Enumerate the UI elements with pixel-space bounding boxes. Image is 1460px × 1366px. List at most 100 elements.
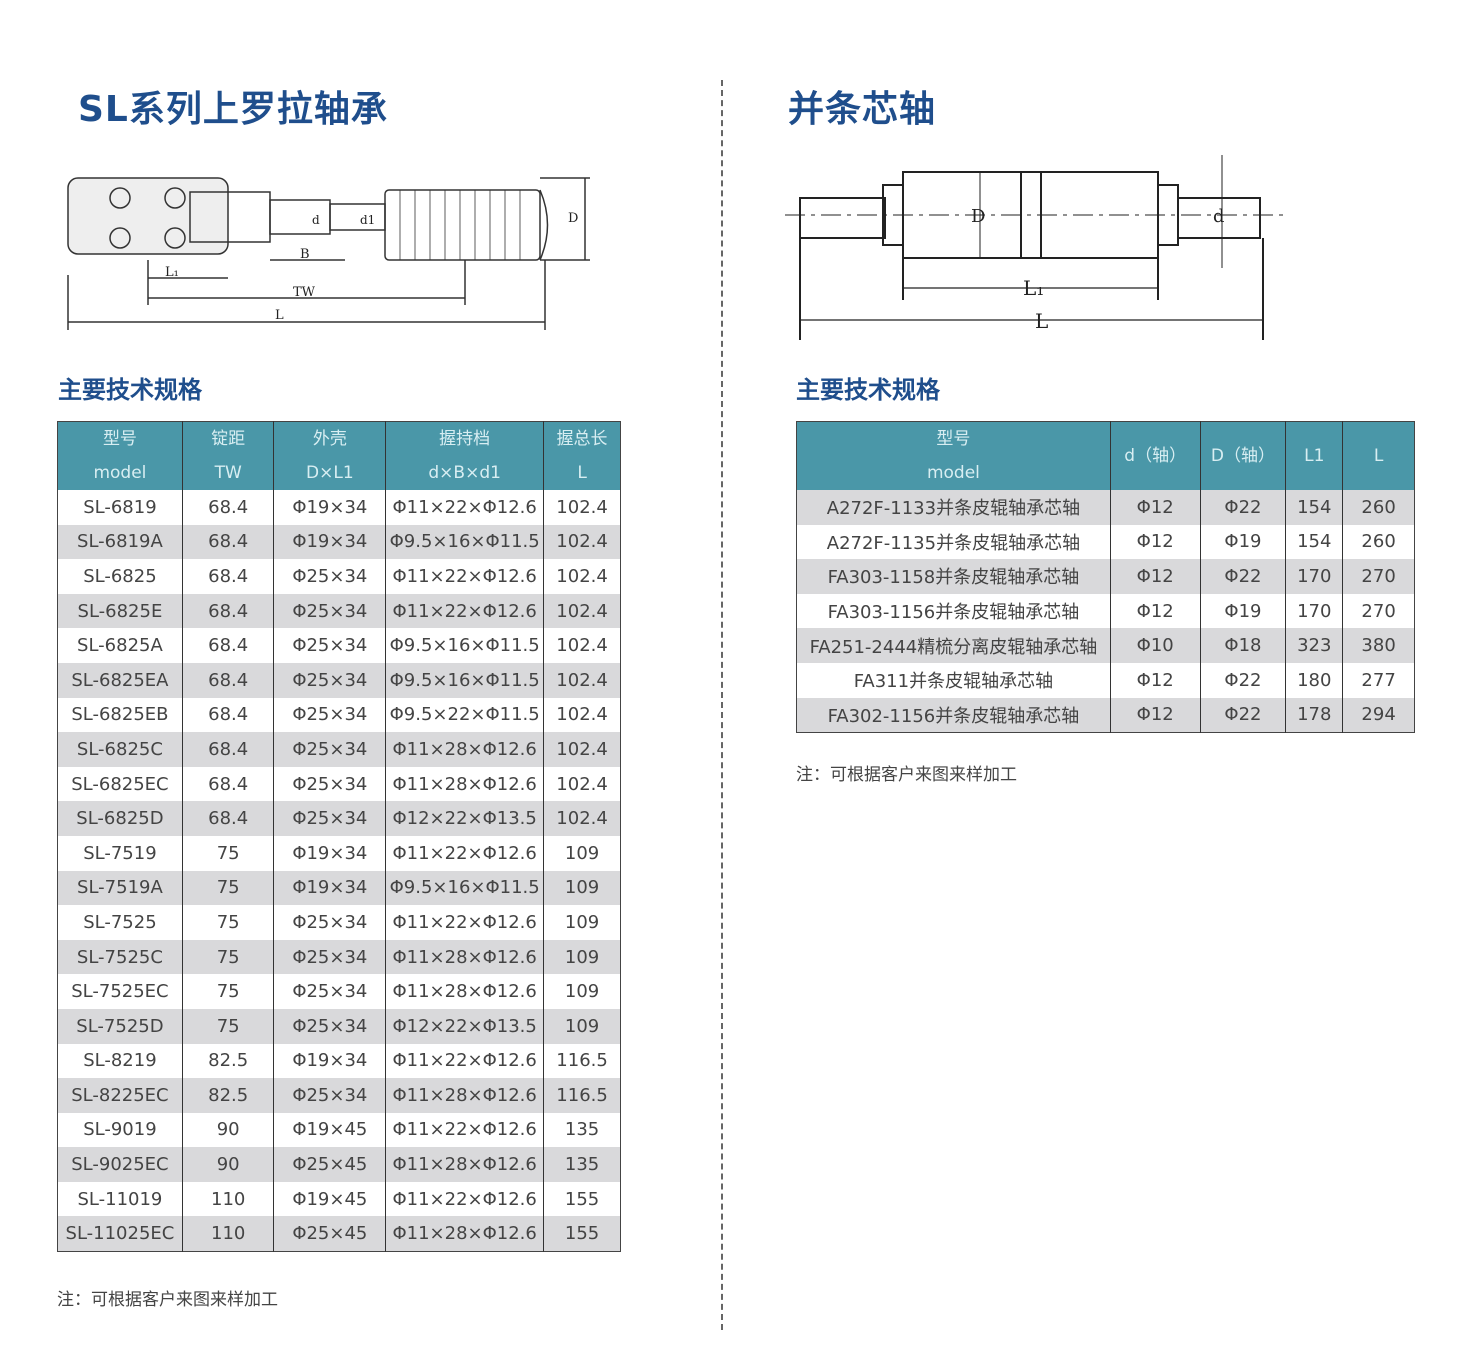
table-cell: Φ25×34	[273, 939, 386, 975]
table-cell: SL-6825E	[57, 593, 183, 629]
left-title: SL系列上罗拉轴承	[78, 89, 388, 130]
table-cell: Φ19×34	[273, 1043, 386, 1079]
table-cell: 170	[1285, 559, 1343, 594]
table-cell: Φ11×28×Φ12.6	[385, 1216, 544, 1252]
table-cell: Φ22	[1199, 662, 1286, 698]
table-cell: SL-6825EB	[71, 704, 169, 726]
header-line: model	[926, 463, 980, 483]
table-cell: Φ11×28×Φ12.6	[385, 1147, 544, 1182]
table-cell: 90	[181, 1147, 274, 1182]
table-cell: 109	[543, 974, 621, 1009]
table-cell: Φ19×45	[273, 1181, 386, 1217]
table-cell: 270	[1342, 559, 1415, 594]
table-cell: 75	[181, 870, 274, 906]
table-cell: SL-7525C	[57, 939, 183, 975]
table-cell: SL-6825EA	[57, 662, 183, 698]
column-header: 锭距 TW	[181, 421, 274, 490]
table-row: SL-8225EC 82.5 Φ25×34 Φ11×28×Φ12.6 116.5	[57, 1078, 621, 1113]
table-cell: 102.4	[543, 524, 621, 560]
table-cell: Φ12	[1109, 593, 1201, 629]
table-row: FA303-1158并条皮辊轴承芯轴 Φ12 Φ22 170 270	[796, 559, 1415, 594]
table-cell: A272F-1135并条皮辊轴承芯轴	[826, 532, 1081, 554]
table-cell: SL-6825EC	[71, 773, 169, 795]
table-row: SL-9019 90 Φ19×45 Φ11×22×Φ12.6 135	[58, 1112, 621, 1148]
table-cell: 154	[1285, 524, 1343, 560]
table-row: SL-6825 68.4 Φ25×34 Φ11×22×Φ12.6 102.4	[58, 559, 621, 594]
table-cell: Φ22	[1199, 490, 1286, 525]
table-cell: Φ25×34	[273, 662, 386, 698]
table-row: SL-6825A 68.4 Φ25×34 Φ9.5×16×Φ11.5 102.4	[58, 628, 621, 663]
table-cell: 75	[181, 1008, 274, 1044]
table-cell: Φ11×22×Φ12.6	[385, 835, 544, 871]
header-line: d×B×d1	[428, 463, 501, 483]
table-cell: 277	[1342, 662, 1415, 698]
table-cell: Φ11×28×Φ12.6	[385, 939, 544, 975]
header-line: L	[577, 463, 587, 483]
mandrel-spec-table: 型号 model d（轴） D（轴） L1 L A272F-1133并条皮辊轴承芯轴 Φ12 Φ…	[796, 421, 1415, 733]
label-L: L	[1035, 309, 1048, 333]
table-cell: Φ11×22×Φ12.6	[385, 905, 544, 940]
table-row: FA251-2444精梳分离皮辊轴承芯轴 Φ10 Φ18 323 380	[796, 628, 1415, 663]
table-cell: 68.4	[181, 628, 274, 663]
sl-bearing-spec-table: 型号 model 锭距 TW 外壳 D×L1 握持档 d×B×d1 握总长 L SL-6819 68.…	[57, 421, 621, 1252]
table-cell: 110	[181, 1181, 274, 1217]
table-row: SL-8219 82.5 Φ19×34 Φ11×22×Φ12.6 116.5	[58, 1043, 621, 1079]
table-cell: 82.5	[181, 1043, 274, 1079]
table-cell: 68.4	[181, 524, 274, 560]
table-cell: Φ11×28×Φ12.6	[385, 1078, 544, 1113]
table-cell: Φ9.5×22×Φ11.5	[385, 697, 544, 733]
table-cell: 102.4	[543, 801, 621, 836]
table-cell: 154	[1285, 490, 1343, 525]
table-row: A272F-1135并条皮辊轴承芯轴 Φ12 Φ19 154 260	[797, 524, 1415, 560]
table-cell: 116.5	[543, 1043, 621, 1079]
table-cell: SL-6825A	[77, 635, 163, 657]
table-row: SL-6825EB 68.4 Φ25×34 Φ9.5×22×Φ11.5 102.4	[58, 697, 621, 733]
right-subtitle: 主要技术规格	[796, 376, 940, 404]
label-d1: d1	[360, 213, 375, 227]
mandrel-diagram: D d L₁ L	[785, 155, 1285, 340]
table-cell: 116.5	[543, 1078, 621, 1113]
header-line: TW	[214, 463, 242, 483]
table-cell: SL-7519	[83, 842, 157, 864]
table-cell: Φ11×22×Φ12.6	[385, 1112, 544, 1148]
table-cell: Φ12	[1109, 697, 1201, 733]
table-cell: Φ25×45	[273, 1147, 386, 1182]
table-row: FA302-1156并条皮辊轴承芯轴 Φ12 Φ22 178 294	[796, 697, 1415, 733]
left-subtitle: 主要技术规格	[58, 376, 202, 404]
table-row: SL-6825EC 68.4 Φ25×34 Φ11×28×Φ12.6 102.4	[58, 766, 621, 802]
left-note: 注：可根据客户来图来样加工	[57, 1290, 278, 1310]
table-cell: FA311并条皮辊轴承芯轴	[853, 671, 1054, 693]
table-cell: Φ25×34	[273, 1078, 386, 1113]
table-cell: FA302-1156并条皮辊轴承芯轴	[796, 697, 1111, 733]
column-header: 握总长 L	[543, 421, 621, 490]
table-cell: Φ19×45	[273, 1112, 386, 1148]
table-cell: Φ11×28×Φ12.6	[385, 974, 544, 1009]
table-cell: 68.4	[181, 801, 274, 836]
label-L1: L₁	[1023, 276, 1044, 300]
right-note: 注：可根据客户来图来样加工	[796, 765, 1017, 785]
table-cell: 260	[1342, 524, 1415, 560]
table-cell: Φ9.5×16×Φ11.5	[385, 662, 544, 698]
table-row: SL-6819A 68.4 Φ19×34 Φ9.5×16×Φ11.5 102.4	[57, 524, 621, 560]
column-header: L	[1342, 421, 1415, 490]
table-cell: 68.4	[181, 490, 274, 525]
table-cell: Φ25×34	[273, 628, 386, 663]
table-cell: Φ25×34	[273, 801, 386, 836]
table-cell: Φ18	[1199, 628, 1286, 663]
table-cell: Φ19	[1199, 593, 1286, 629]
table-cell: Φ25×34	[273, 974, 386, 1009]
table-row: SL-7525EC 75 Φ25×34 Φ11×28×Φ12.6 109	[58, 974, 621, 1009]
header-line: 外壳	[312, 429, 347, 449]
table-cell: 380	[1342, 628, 1415, 663]
table-cell: 102.4	[543, 490, 621, 525]
divider	[721, 80, 723, 1330]
column-header: 握持档 d×B×d1	[385, 421, 544, 490]
table-cell: 102.4	[543, 766, 621, 802]
table-row: SL-6819 68.4 Φ19×34 Φ11×22×Φ12.6 102.4	[58, 490, 621, 525]
table-cell: 102.4	[543, 593, 621, 629]
table-row: SL-7519A 75 Φ19×34 Φ9.5×16×Φ11.5 109	[57, 870, 621, 906]
table-cell: FA251-2444精梳分离皮辊轴承芯轴	[796, 628, 1111, 663]
table-cell: 102.4	[543, 559, 621, 594]
table-row: FA311并条皮辊轴承芯轴 Φ12 Φ22 180 277	[797, 662, 1415, 698]
table-cell: 75	[181, 939, 274, 975]
